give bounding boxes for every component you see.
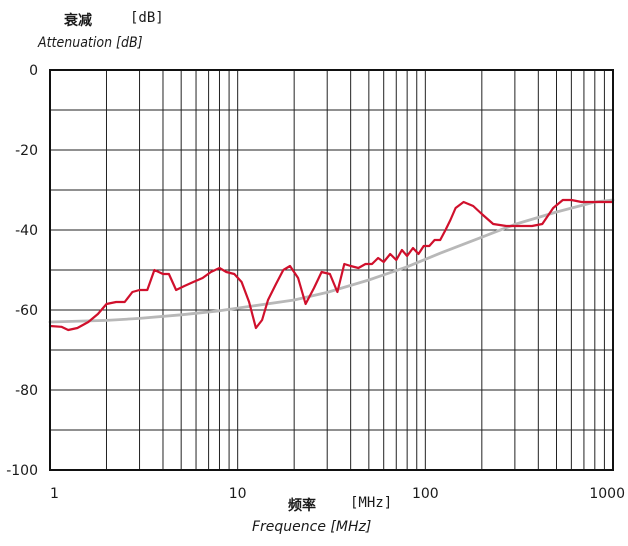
x-axis-title-cn: 频率 bbox=[288, 498, 316, 514]
y-tick-label: 0 bbox=[29, 63, 38, 79]
x-tick-label: 1 bbox=[50, 486, 59, 502]
y-tick-label: -80 bbox=[15, 383, 38, 399]
grid bbox=[50, 70, 613, 470]
series-lines bbox=[48, 198, 615, 332]
x-tick-label: 1000 bbox=[589, 486, 625, 502]
y-axis-unit: [dB] bbox=[130, 10, 164, 26]
y-tick-label: -40 bbox=[15, 223, 38, 239]
measured-attenuation-line bbox=[48, 198, 615, 332]
x-axis-title-en: Frequence [MHz] bbox=[252, 519, 372, 535]
y-axis-title-cn: 衰减 bbox=[64, 13, 92, 29]
x-axis-unit: [MHz] bbox=[350, 495, 393, 511]
y-tick-label: -60 bbox=[15, 303, 38, 319]
x-tick-label: 100 bbox=[412, 486, 439, 502]
tick-labels: 0 -20 -40 -60 -80 -100 1 10 100 1000 bbox=[6, 63, 625, 502]
y-tick-label: -20 bbox=[15, 143, 38, 159]
y-tick-label: -100 bbox=[6, 463, 38, 479]
reference-attenuation-line bbox=[48, 198, 615, 324]
y-axis-title-en: Attenuation [dB] bbox=[38, 35, 143, 51]
plot-frame bbox=[49, 69, 614, 471]
x-tick-label: 10 bbox=[229, 486, 247, 502]
